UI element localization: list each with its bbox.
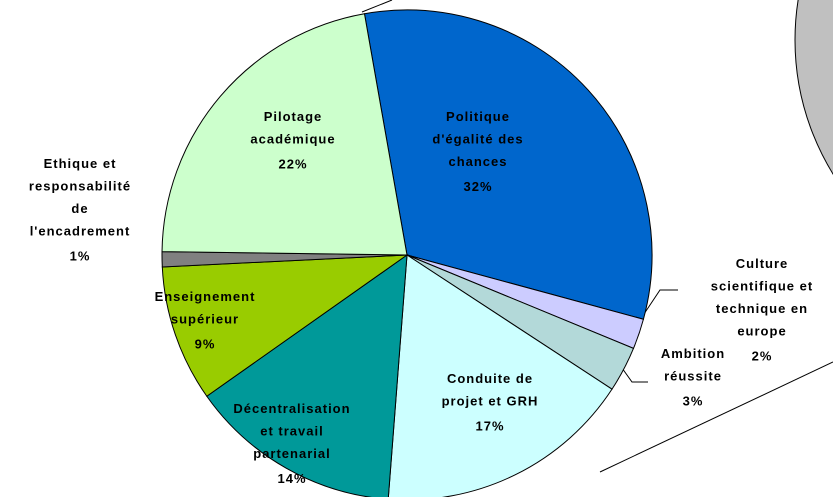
label-line: Ambition bbox=[661, 346, 725, 361]
pie-slice bbox=[206, 253, 408, 497]
slice-label: Ethique et responsabilité de l'encadrement bbox=[29, 156, 131, 239]
connector-line bbox=[599, 361, 833, 473]
leader-line bbox=[621, 367, 648, 383]
value-label: 22% bbox=[278, 156, 307, 171]
label-line: Pilotage bbox=[264, 109, 323, 124]
pie-slice bbox=[387, 254, 613, 497]
pie-slice bbox=[363, 9, 653, 320]
label-line: Culture bbox=[736, 256, 789, 271]
slice-label: Pilotage académique bbox=[250, 109, 335, 147]
value-label: 14% bbox=[277, 471, 306, 486]
connector-line bbox=[361, 0, 393, 13]
label-line: technique en bbox=[716, 301, 808, 316]
value-label: 1% bbox=[70, 248, 91, 263]
slice-label: Décentralisation et travail partenarial bbox=[233, 401, 350, 461]
label-line: Décentralisation bbox=[233, 401, 350, 416]
label-line: l'encadrement bbox=[30, 224, 131, 239]
label-line: chances bbox=[448, 154, 507, 169]
label-line: et travail bbox=[260, 424, 323, 439]
label-line: europe bbox=[737, 324, 786, 339]
label-line: partenarial bbox=[253, 446, 330, 461]
label-line: Ethique et bbox=[44, 156, 117, 171]
value-label: 17% bbox=[475, 418, 504, 433]
label-line: projet et GRH bbox=[442, 394, 539, 409]
leader-line bbox=[639, 289, 678, 321]
label-line: académique bbox=[250, 132, 335, 147]
value-label: 3% bbox=[683, 393, 704, 408]
slice-label: Politique d'égalité des chances bbox=[432, 109, 523, 169]
label-line: de bbox=[71, 201, 88, 216]
label-line: réussite bbox=[664, 369, 722, 384]
label-line: Politique bbox=[446, 109, 510, 124]
label-line: responsabilité bbox=[29, 179, 131, 194]
value-label: 32% bbox=[463, 179, 492, 194]
label-line: scientifique et bbox=[711, 279, 813, 294]
label-line: supérieur bbox=[171, 312, 239, 327]
label-line: Conduite de bbox=[447, 371, 533, 386]
value-label: 2% bbox=[752, 348, 773, 363]
slice-label: Culture scientifique et technique en europe bbox=[711, 256, 813, 339]
slice-label: Enseignement supérieur bbox=[155, 289, 256, 327]
pie-slice bbox=[161, 13, 408, 256]
pie-slice bbox=[161, 254, 409, 397]
secondary-pie bbox=[794, 0, 833, 175]
slice-label: Conduite de projet et GRH bbox=[442, 371, 539, 409]
value-label: 9% bbox=[195, 336, 216, 351]
label-line: Enseignement bbox=[155, 289, 256, 304]
label-line: d'égalité des bbox=[432, 132, 523, 147]
slice-label: Ambition réussite bbox=[661, 346, 725, 384]
